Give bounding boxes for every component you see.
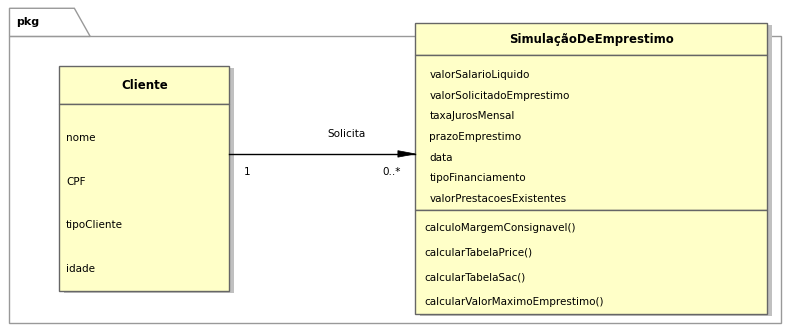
Text: pkg: pkg [16, 17, 39, 27]
Bar [415, 55, 767, 210]
Bar [415, 23, 767, 55]
Polygon shape [398, 151, 415, 157]
Text: Solicita: Solicita [327, 129, 365, 139]
Text: Cliente: Cliente [121, 79, 168, 92]
Bar [415, 210, 767, 314]
Text: tipoCliente: tipoCliente [66, 220, 123, 230]
Text: calcularTabelaPrice(): calcularTabelaPrice() [424, 248, 532, 258]
Bar [9, 36, 781, 323]
Bar [59, 66, 229, 105]
Text: valorSalarioLiquido: valorSalarioLiquido [430, 70, 530, 80]
Text: prazoEmprestimo: prazoEmprestimo [430, 132, 521, 142]
Text: valorSolicitadoEmprestimo: valorSolicitadoEmprestimo [430, 91, 570, 101]
Text: calcularTabelaSac(): calcularTabelaSac() [424, 272, 525, 282]
Text: calcularValorMaximoEmprestimo(): calcularValorMaximoEmprestimo() [424, 297, 604, 307]
Text: taxaJurosMensal: taxaJurosMensal [430, 111, 515, 121]
Text: valorPrestacoesExistentes: valorPrestacoesExistentes [430, 194, 566, 204]
Text: idade: idade [66, 264, 95, 274]
Bar [59, 105, 229, 291]
Bar [420, 25, 772, 316]
Text: 1: 1 [244, 167, 250, 177]
Text: SimulaçãoDeEmprestimo: SimulaçãoDeEmprestimo [509, 33, 674, 46]
Text: nome: nome [66, 133, 96, 143]
Polygon shape [9, 8, 90, 36]
Text: calculoMargemConsignavel(): calculoMargemConsignavel() [424, 223, 576, 233]
Bar [64, 68, 234, 293]
Text: 0..*: 0..* [383, 167, 401, 177]
Text: tipoFinanciamento: tipoFinanciamento [430, 173, 526, 183]
Text: CPF: CPF [66, 176, 85, 187]
Text: data: data [430, 153, 453, 163]
